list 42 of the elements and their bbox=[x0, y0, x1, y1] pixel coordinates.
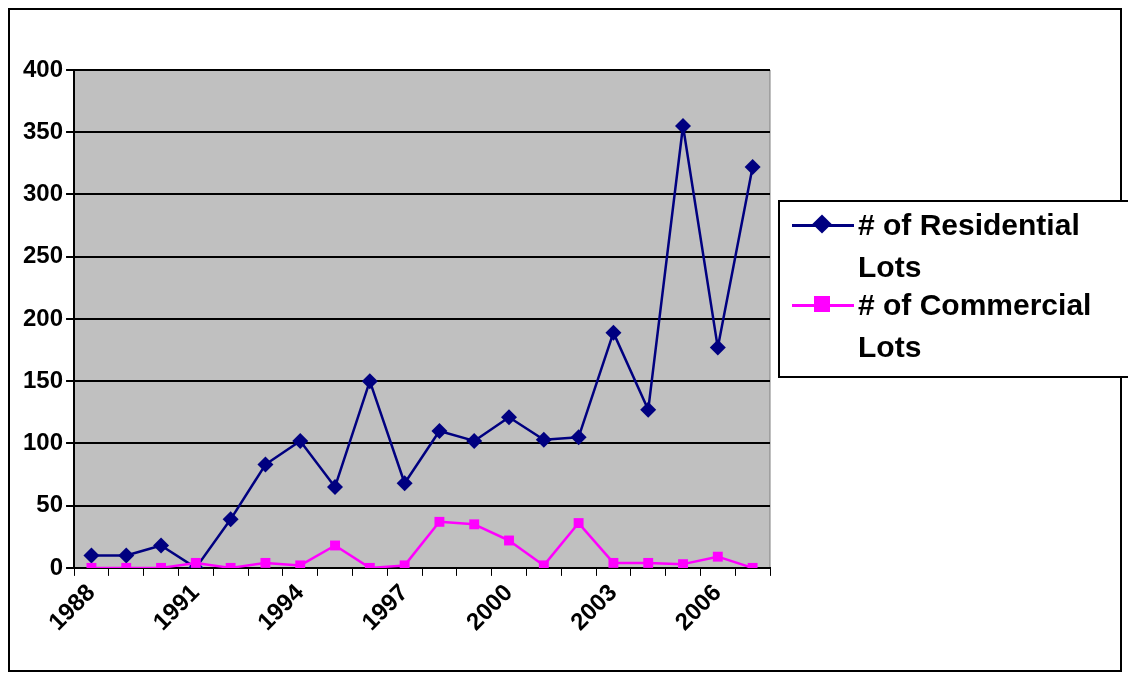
point bbox=[396, 475, 413, 492]
point bbox=[292, 432, 309, 449]
y-tick-label: 150 bbox=[23, 365, 64, 393]
point bbox=[643, 557, 654, 568]
point bbox=[744, 159, 761, 176]
point bbox=[573, 518, 584, 529]
y-tick-label: 400 bbox=[23, 54, 64, 82]
legend-label: # of Commercial Lots bbox=[858, 287, 1093, 365]
point bbox=[83, 547, 100, 564]
y-tick-label: 100 bbox=[23, 428, 64, 456]
point bbox=[431, 422, 448, 439]
point bbox=[608, 557, 619, 568]
y-tick-label: 0 bbox=[49, 552, 64, 580]
point bbox=[153, 537, 170, 554]
legend-label: # of Residential Lots bbox=[858, 207, 1081, 285]
point bbox=[504, 535, 514, 546]
point bbox=[678, 559, 688, 568]
y-tick-label: 250 bbox=[23, 241, 64, 269]
point bbox=[640, 401, 657, 418]
y-tick-label: 200 bbox=[23, 303, 64, 331]
point bbox=[361, 373, 378, 390]
y-tick-label: 300 bbox=[23, 179, 64, 207]
point bbox=[538, 560, 549, 568]
point bbox=[222, 511, 239, 528]
y-tick-label: 50 bbox=[36, 490, 64, 518]
point bbox=[605, 324, 622, 341]
point bbox=[399, 560, 410, 568]
y-tick-label: 350 bbox=[23, 116, 64, 144]
point bbox=[712, 551, 723, 562]
point bbox=[709, 339, 726, 356]
point bbox=[501, 409, 518, 426]
point bbox=[535, 431, 552, 448]
point bbox=[434, 516, 445, 527]
point bbox=[295, 560, 306, 568]
point bbox=[118, 547, 135, 564]
point bbox=[257, 456, 274, 473]
point bbox=[570, 429, 587, 446]
point bbox=[330, 540, 340, 551]
point bbox=[469, 519, 480, 530]
point bbox=[327, 478, 344, 495]
point bbox=[260, 557, 271, 568]
point bbox=[466, 432, 483, 449]
